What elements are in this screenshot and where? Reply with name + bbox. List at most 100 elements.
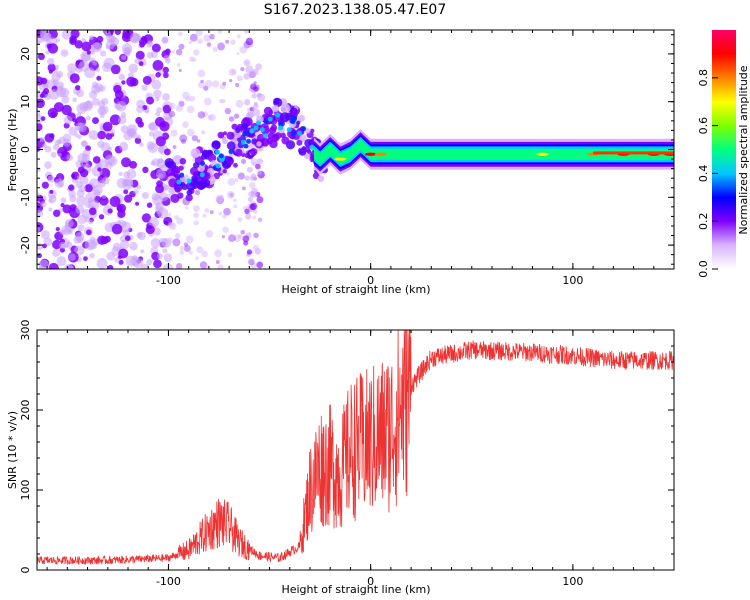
spectrogram-cell [256,196,264,204]
spectrogram-cell [69,265,74,269]
spectrogram-cell [141,213,152,223]
spectrogram-cell [117,209,126,218]
spectrogram-cell [155,136,166,147]
spectrogram-cell [317,175,325,183]
spectrogram-cell [52,239,62,250]
spectrogram-cell [267,132,275,140]
spectrogram-cell [48,198,53,203]
spectrogram-cell [256,261,264,269]
spectrogram-peak [334,157,347,161]
spectrogram-cell [92,61,98,66]
spectrogram-cell [60,202,65,208]
spectrogram-cell [155,97,160,102]
spectrogram-cell [46,57,55,66]
spectrogram-cell [118,171,123,177]
spectrogram-cell [162,66,170,74]
spectrogram-cell [91,165,103,177]
spectrogram-cell [37,114,44,124]
spectrogram-cell [236,52,240,56]
spectrogram-cell [191,135,198,142]
spectrogram-cell [120,125,129,134]
spectrogram-cell [237,233,243,239]
spectrogram-cell [197,164,205,172]
snr-frame [36,329,675,571]
spectrogram-cell [40,30,46,33]
spectrogram-cell [88,197,94,203]
spectrogram-cell [185,235,194,244]
spectrogram-cell [255,163,261,170]
spectrogram-cell [88,35,94,41]
spectrogram-cell [208,113,216,121]
spectrogram-cell [200,79,204,84]
spectrogram-cell [142,75,152,85]
colorbar-tick-label: 0.2 [697,212,710,230]
spectrogram-cell [153,259,162,269]
spectrogram-cell [102,121,113,132]
spectrogram-cell [92,117,99,125]
spectrogram-cell [109,114,121,126]
spectrogram-cell [228,234,236,242]
spectrogram-cell [163,253,173,263]
spectrogram-cell [249,128,255,134]
spectrogram-cell [206,42,212,47]
spectrogram-peak [364,152,377,156]
spectrogram-cell [167,213,172,217]
spectrogram-cell [156,107,162,113]
spectrogram-cell [194,189,201,196]
spectrogram-cell [133,188,139,195]
spectrogram-cell [122,179,134,190]
spectrogram-cell [88,207,97,216]
spectrogram-cell [205,230,214,238]
spectrogram-cell [45,50,50,55]
spectrogram-cell [174,232,181,239]
spectrogram-cell [234,177,239,183]
spectrogram-cell [49,133,55,139]
spectrogram-cell [240,123,248,131]
spectrogram-cell [215,163,221,169]
spectrogram-cell [54,64,60,69]
spectrogram-cell [119,240,130,250]
spectrogram-cell [50,151,57,158]
spectrogram-cell [211,140,221,150]
spectrogram-cell [63,115,73,125]
spectrogram-cell [105,31,112,38]
spectrogram-cell [175,48,183,56]
spectrogram-cell [157,173,163,179]
spectrogram-cell [47,43,59,54]
spectrogram-cell [97,167,102,172]
snr-xtick-label: 100 [562,575,583,588]
spectrogram-cell [153,89,162,99]
spectrogram-cell [189,95,196,102]
spectrogram-cell [240,229,246,235]
snr-ytick-label: 300 [19,320,32,341]
spectrogram-cell [65,241,73,249]
snr-ytick-label: 100 [19,480,32,501]
spectrogram-cell [253,81,257,85]
spectrogram-cell [179,246,185,251]
spectrogram-cell [146,96,155,105]
spectrogram-cell [68,253,76,261]
spectrogram-cell [256,120,262,126]
spectrogram-cell [178,43,185,50]
spectrogram-cell [37,253,42,259]
spectrogram-cell [72,97,77,102]
spectrogram-cell [111,223,123,235]
spectrogram-cell [207,153,217,163]
spectrogram-cell [245,65,254,74]
spectrogram-cell [129,160,138,169]
spectrogram-cell [115,100,127,112]
spectrogram-cell [246,138,252,144]
spectrogram-cell [99,196,109,206]
spectrogram-cell [197,38,203,44]
spectrogram-cell [114,257,120,263]
spectrogram-cell [107,146,113,151]
spectrogram-cell [246,111,254,120]
spectrogram-cell [144,109,149,114]
spectrogram-cell [110,37,120,47]
spectrogram-cell [228,149,234,155]
spectrogram-cell [189,178,199,187]
spectrogram-cell [75,204,85,214]
spectrogram-cell [98,214,105,220]
spectrogram-cell [76,196,87,207]
spectrogram-cell [105,44,111,50]
